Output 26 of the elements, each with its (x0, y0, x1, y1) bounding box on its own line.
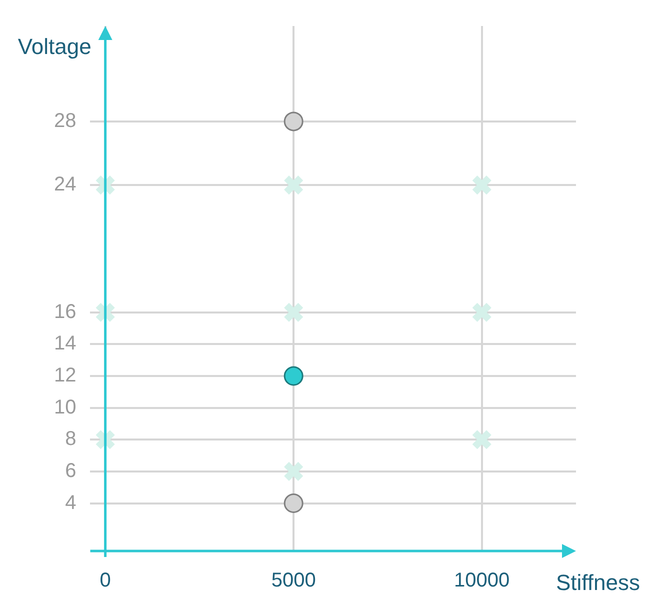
y-tick-label: 12 (54, 364, 76, 387)
y-tick-label: 14 (54, 332, 76, 355)
point (284, 494, 304, 514)
point (284, 366, 304, 386)
x-tick-label: 5000 (271, 570, 316, 592)
point (471, 302, 492, 323)
y-tick-label: 16 (54, 300, 76, 323)
y-tick-label: 10 (54, 396, 76, 418)
point (284, 112, 304, 132)
point (94, 429, 116, 450)
point (283, 460, 304, 482)
y-tick-label: 8 (65, 428, 76, 450)
point (283, 174, 304, 196)
point (471, 174, 492, 196)
point (94, 174, 116, 196)
point (94, 302, 116, 323)
x-tick-label: 10000 (454, 570, 510, 592)
y-tick-label: 6 (65, 460, 76, 482)
y-tick-label: 28 (54, 110, 76, 132)
y-tick-label: 4 (65, 492, 76, 514)
y-tick-label: 24 (54, 174, 76, 196)
x-tick-label: 0 (100, 570, 111, 592)
y-axis-title: Voltage (18, 34, 92, 60)
x-axis-title: Stiffness (556, 570, 640, 596)
point (471, 429, 492, 450)
point (283, 302, 304, 323)
